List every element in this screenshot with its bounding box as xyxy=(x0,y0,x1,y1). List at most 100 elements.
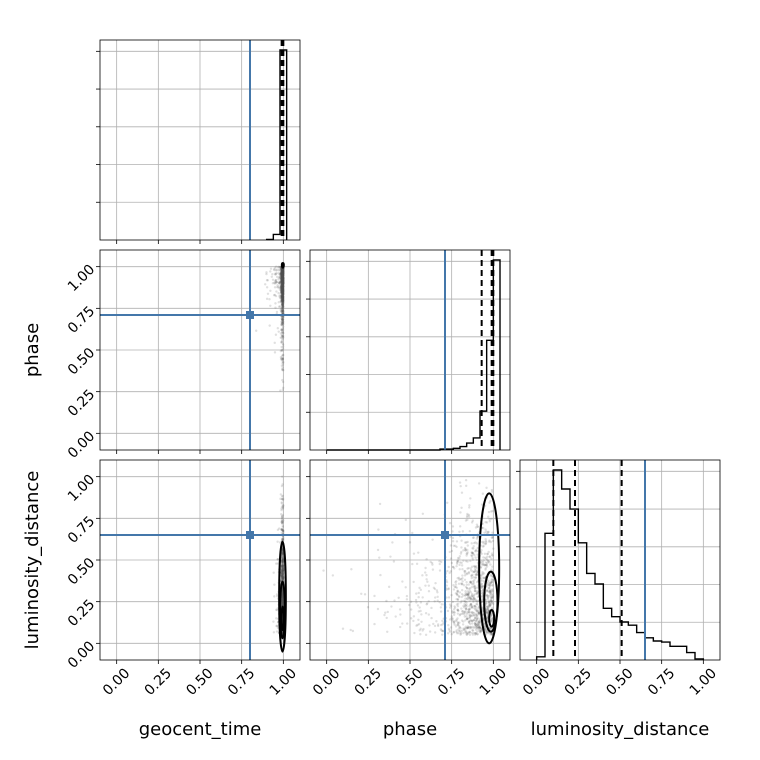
sample-point xyxy=(458,625,461,629)
sample-point xyxy=(280,290,283,294)
sample-point xyxy=(274,302,277,305)
sample-point xyxy=(418,586,421,590)
sample-point xyxy=(272,571,275,574)
sample-point xyxy=(436,623,440,626)
sample-point xyxy=(280,269,284,273)
sample-point xyxy=(281,298,285,301)
sample-point xyxy=(281,289,285,292)
sample-point xyxy=(412,619,415,623)
sample-point xyxy=(282,298,285,301)
sample-point xyxy=(281,283,284,286)
sample-point xyxy=(275,624,279,628)
sample-point xyxy=(280,291,284,295)
sample-point xyxy=(281,296,284,300)
sample-point xyxy=(282,272,285,275)
sample-point xyxy=(488,520,491,523)
sample-point xyxy=(482,572,486,575)
sample-point xyxy=(281,295,285,298)
sample-point xyxy=(277,285,280,288)
sample-point xyxy=(282,566,285,569)
sample-point xyxy=(279,271,283,275)
sample-point xyxy=(280,599,284,602)
sample-point xyxy=(280,271,284,274)
sample-point xyxy=(488,590,491,594)
sample-point xyxy=(281,558,285,561)
sample-point xyxy=(281,569,285,572)
sample-point xyxy=(281,551,284,555)
sample-point xyxy=(455,618,458,621)
sample-point xyxy=(281,297,285,301)
sample-point xyxy=(281,271,284,275)
sample-point xyxy=(475,615,478,619)
sample-point xyxy=(282,281,285,284)
sample-point xyxy=(280,497,284,501)
sample-point xyxy=(281,552,285,555)
sample-point xyxy=(281,326,285,330)
sample-point xyxy=(280,278,284,282)
sample-point xyxy=(457,582,461,585)
sample-point xyxy=(282,569,285,572)
sample-point xyxy=(404,518,408,522)
sample-point xyxy=(280,513,283,516)
sample-point xyxy=(488,590,492,594)
sample-point xyxy=(281,288,284,291)
sample-point xyxy=(268,324,271,327)
sample-point xyxy=(281,278,285,281)
sample-point xyxy=(472,547,475,550)
sample-point xyxy=(281,295,285,298)
sample-point xyxy=(462,620,465,623)
sample-point xyxy=(281,280,284,283)
sample-point xyxy=(281,299,284,302)
sample-point xyxy=(280,268,284,271)
sample-point xyxy=(281,560,285,564)
sample-point xyxy=(280,570,283,573)
sample-point xyxy=(473,597,476,600)
sample-point xyxy=(281,287,285,290)
sample-point xyxy=(425,573,428,577)
sample-point xyxy=(452,631,455,634)
sample-point xyxy=(472,545,475,548)
sample-point xyxy=(281,281,285,284)
sample-point xyxy=(281,268,284,271)
sample-point xyxy=(281,567,285,571)
sample-point xyxy=(463,606,466,609)
sample-point xyxy=(281,272,284,276)
sample-point xyxy=(281,558,284,561)
sample-point xyxy=(489,627,492,630)
sample-point xyxy=(280,279,284,282)
sample-point xyxy=(476,590,479,593)
x-tick-label: 1.00 xyxy=(267,665,300,698)
sample-point xyxy=(281,268,285,272)
sample-point xyxy=(280,299,283,302)
x-tick-label: 0.25 xyxy=(352,665,385,698)
sample-point xyxy=(473,585,476,589)
sample-point xyxy=(475,624,478,628)
sample-point xyxy=(481,592,484,595)
sample-point xyxy=(282,557,285,561)
sample-point xyxy=(281,603,285,607)
sample-point xyxy=(471,611,474,614)
sample-point xyxy=(484,521,487,524)
sample-point xyxy=(281,311,285,314)
sample-point xyxy=(477,627,480,630)
sample-point xyxy=(281,291,284,294)
sample-point xyxy=(490,490,494,494)
sample-point xyxy=(432,586,436,590)
sample-point xyxy=(477,611,480,615)
sample-point xyxy=(281,367,284,371)
sample-point xyxy=(479,626,482,630)
sample-point xyxy=(281,272,284,276)
sample-point xyxy=(281,295,284,299)
sample-point xyxy=(281,597,285,600)
sample-point xyxy=(487,631,490,635)
sample-point xyxy=(281,302,284,305)
sample-point xyxy=(281,290,284,293)
sample-point xyxy=(281,552,285,555)
sample-point xyxy=(280,268,283,271)
sample-point xyxy=(475,571,479,574)
sample-point xyxy=(281,280,284,283)
sample-point xyxy=(281,269,285,272)
sample-point xyxy=(360,592,363,596)
sample-point xyxy=(439,628,443,631)
sample-point xyxy=(280,291,284,294)
